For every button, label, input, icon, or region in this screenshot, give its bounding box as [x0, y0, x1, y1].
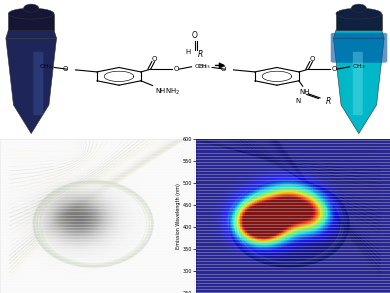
Text: CH$_3$: CH$_3$: [351, 62, 365, 71]
Y-axis label: Emission Wavelength (nm): Emission Wavelength (nm): [176, 183, 181, 249]
Text: NHNH$_2$: NHNH$_2$: [154, 87, 180, 97]
Text: CH$_3$: CH$_3$: [193, 62, 207, 71]
Ellipse shape: [238, 185, 340, 262]
FancyBboxPatch shape: [331, 33, 387, 63]
Text: N: N: [295, 98, 300, 104]
Text: NH: NH: [300, 89, 310, 95]
Polygon shape: [6, 38, 57, 134]
Ellipse shape: [336, 8, 381, 19]
Polygon shape: [333, 30, 384, 38]
Text: O: O: [331, 66, 337, 72]
Polygon shape: [336, 14, 381, 30]
FancyBboxPatch shape: [33, 52, 43, 115]
Text: O: O: [220, 66, 226, 72]
Ellipse shape: [23, 4, 39, 12]
Text: R: R: [198, 50, 204, 59]
Ellipse shape: [42, 185, 144, 262]
Ellipse shape: [8, 8, 54, 19]
Text: R: R: [326, 97, 331, 106]
Text: O: O: [310, 56, 315, 62]
Text: H: H: [186, 50, 191, 55]
Polygon shape: [333, 38, 384, 134]
Polygon shape: [6, 30, 57, 38]
Text: O: O: [192, 31, 198, 40]
Polygon shape: [9, 14, 54, 30]
Text: CH$_3$: CH$_3$: [39, 62, 52, 71]
Text: O: O: [173, 66, 179, 72]
Text: CH$_3$: CH$_3$: [197, 62, 210, 71]
Text: O: O: [62, 66, 68, 72]
Ellipse shape: [351, 4, 367, 12]
FancyBboxPatch shape: [353, 52, 363, 115]
Text: O: O: [152, 56, 157, 62]
